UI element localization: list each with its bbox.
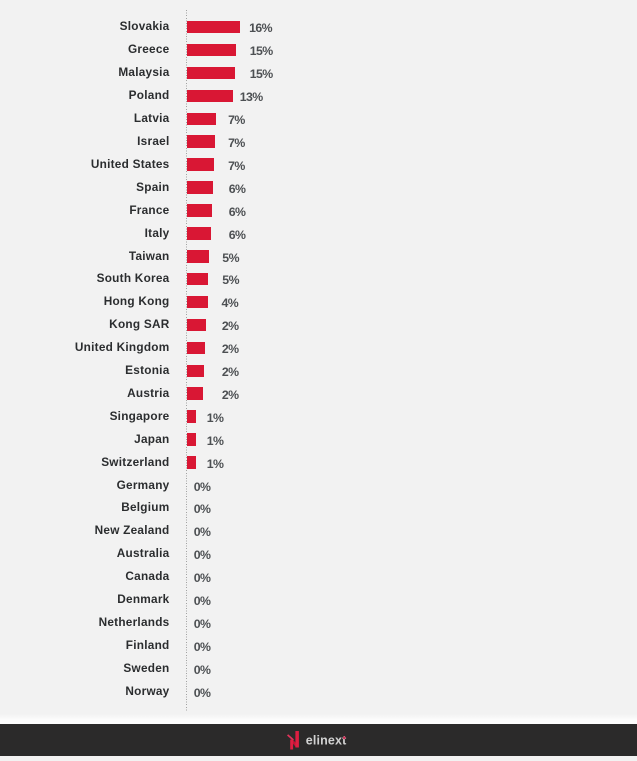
svg-text:elinext: elinext — [306, 734, 347, 748]
